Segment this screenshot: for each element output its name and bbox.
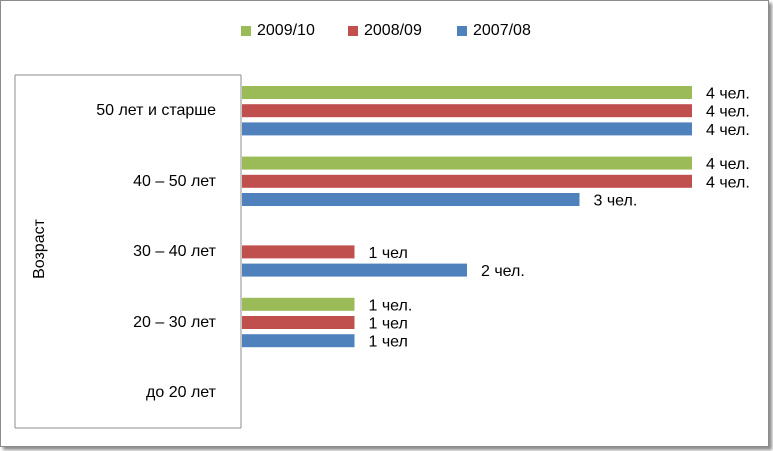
bar-2007-08-cat-3 bbox=[242, 334, 355, 348]
legend-item-2008-09: 2008/09 bbox=[348, 19, 422, 43]
bar-2007-08-cat-2 bbox=[242, 263, 467, 277]
bar-2009-10-cat-1 bbox=[242, 156, 692, 170]
bar-2009-10-cat-3 bbox=[242, 297, 355, 311]
value-label-2008-09-cat-1: 4 чел. bbox=[706, 174, 750, 191]
bar-2008-09-cat-2 bbox=[242, 245, 355, 259]
bar-2008-09-cat-3 bbox=[242, 316, 355, 329]
legend-item-2007-08: 2007/08 bbox=[457, 19, 531, 43]
value-label-2007-08-cat-0: 4 чел. bbox=[706, 122, 750, 139]
legend-swatch-2009-10 bbox=[241, 26, 251, 36]
value-label-2009-10-cat-1: 4 чел. bbox=[706, 156, 750, 173]
legend-swatch-2008-09 bbox=[348, 26, 358, 36]
category-label-40-50: 40 – 50 лет bbox=[133, 173, 216, 190]
bar-2008-09-cat-0 bbox=[242, 104, 692, 118]
legend-label-2008-09: 2008/09 bbox=[364, 22, 422, 39]
legend-label-2007-08: 2007/08 bbox=[473, 22, 531, 39]
y-axis-title: Возраст bbox=[31, 219, 48, 279]
legend-item-2009-10: 2009/10 bbox=[241, 19, 315, 43]
bar-2007-08-cat-0 bbox=[242, 122, 692, 136]
category-label-30-40: 30 – 40 лет bbox=[133, 243, 216, 260]
value-label-2009-10-cat-3: 1 чел. bbox=[369, 297, 413, 314]
value-label-2008-09-cat-3: 1 чел bbox=[369, 316, 408, 333]
value-label-2008-09-cat-2: 1 чел bbox=[369, 245, 408, 262]
legend-label-2009-10: 2009/10 bbox=[257, 22, 315, 39]
category-label-20-30: 20 – 30 лет bbox=[133, 314, 216, 331]
chart-plot: 4 чел.4 чел.4 чел.4 чел.4 чел.3 чел.1 че… bbox=[14, 74, 750, 429]
bar-2008-09-cat-1 bbox=[242, 174, 692, 188]
category-label-50-plus: 50 лет и старше bbox=[96, 102, 216, 119]
value-label-2007-08-cat-2: 2 чел. bbox=[481, 263, 525, 280]
bars-group bbox=[242, 86, 692, 348]
bar-2007-08-cat-1 bbox=[242, 193, 580, 206]
value-labels-group: 4 чел.4 чел.4 чел.4 чел.4 чел.3 чел.1 че… bbox=[369, 86, 750, 351]
category-label-under-20: до 20 лет bbox=[146, 384, 216, 401]
value-label-2007-08-cat-1: 3 чел. bbox=[594, 193, 638, 210]
value-label-2007-08-cat-3: 1 чел bbox=[369, 334, 408, 351]
value-label-2008-09-cat-0: 4 чел. bbox=[706, 104, 750, 121]
legend-swatch-2007-08 bbox=[457, 26, 467, 36]
bar-2009-10-cat-0 bbox=[242, 86, 692, 99]
value-label-2009-10-cat-0: 4 чел. bbox=[706, 86, 750, 103]
